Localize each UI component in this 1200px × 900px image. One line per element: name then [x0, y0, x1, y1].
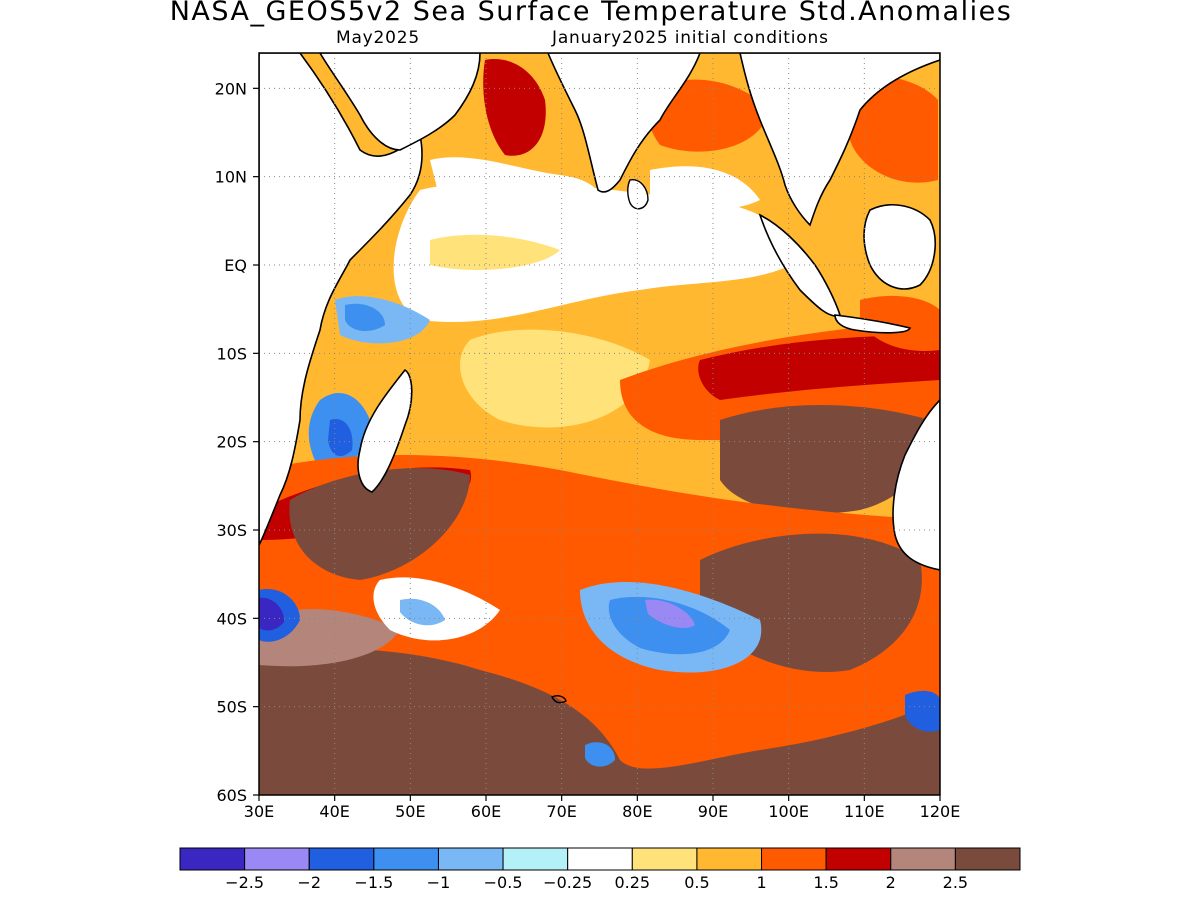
anomaly-region-west-cold-core	[259, 597, 285, 631]
land-southeast-asia	[739, 53, 940, 227]
colorbar-label: −0.5	[484, 873, 523, 892]
colorbar-swatch	[179, 847, 246, 871]
lon-tick-label: 110E	[844, 802, 885, 821]
anomaly-region-arabian-sea	[430, 157, 600, 215]
valid-month-label: May2025	[336, 28, 421, 48]
map-grid	[259, 53, 940, 795]
colorbar-label: 0.5	[684, 873, 709, 892]
initial-conditions-label: January2025 initial conditions	[552, 28, 829, 48]
anomaly-region-south-tropics-yellow	[460, 329, 650, 428]
lon-tick-label: 120E	[920, 802, 961, 821]
anomaly-region-java-warm	[860, 295, 940, 351]
lon-tick-label: 90E	[698, 802, 728, 821]
anomaly-region-south-china-sea-warm	[850, 76, 938, 183]
lon-tick-label: 60E	[471, 802, 501, 821]
colorbar-swatch	[696, 847, 763, 871]
colorbar-swatch	[825, 847, 892, 871]
anomaly-region-south-cold-spot	[585, 742, 615, 767]
lat-tick-label: 20S	[216, 433, 247, 452]
land-sri-lanka	[627, 179, 649, 210]
anomaly-region-southern-ocean-extreme	[259, 649, 940, 795]
lon-tick-label: 40E	[319, 802, 349, 821]
colorbar-swatch	[373, 847, 439, 871]
anomaly-region-north-arabian-warm	[483, 59, 546, 156]
land-java	[834, 314, 912, 334]
land-australia	[892, 398, 940, 571]
map-title: NASA_GEOS5v2 Sea Surface Temperature Std…	[169, 0, 1013, 27]
anomaly-region-southern-cool-peak	[645, 599, 695, 628]
lat-tick-label: 30S	[216, 521, 247, 540]
lat-tick-label: 10S	[216, 344, 247, 363]
lon-tick-label: 70E	[546, 802, 576, 821]
colorbar-swatch	[761, 847, 827, 871]
lat-tick-label: EQ	[224, 256, 247, 275]
anomaly-region-eastern-strong-band	[698, 335, 940, 400]
colorbar-swatch	[890, 847, 956, 871]
colorbar-label: −1.5	[354, 873, 393, 892]
colorbar-label: −0.25	[543, 873, 592, 892]
map-frame	[258, 52, 941, 796]
lon-tick-label: 30E	[244, 802, 274, 821]
land-kerguelen	[551, 695, 567, 704]
anomaly-region-tropics-neutral	[393, 181, 800, 323]
colorbar-label: −1	[427, 873, 451, 892]
lat-tick-label: 10N	[215, 168, 247, 187]
colorbar-label: 2.5	[943, 873, 968, 892]
lat-tick-label: 40S	[216, 609, 247, 628]
colorbar-label: −2.5	[225, 873, 264, 892]
anomaly-region-somali-cool-core	[345, 303, 385, 332]
map-axes: 30E 40E 50E 60E 70E 80E 90E 100E 110E 120E 20N 10N E…	[215, 79, 961, 821]
colorbar-label: 2	[886, 873, 896, 892]
anomaly-region-mozambique-core	[328, 419, 353, 457]
lat-tick-label: 60S	[216, 786, 247, 805]
colorbar-swatch	[244, 847, 310, 871]
colorbar-swatch	[502, 847, 569, 871]
colorbar-swatch	[631, 847, 698, 871]
colorbar-swatch	[567, 847, 633, 871]
colorbar-swatch	[954, 847, 1021, 871]
colorbar-label: 0.25	[614, 873, 650, 892]
anomaly-region-eastern-extreme	[720, 405, 931, 514]
colorbar: −2.5 −2 −1.5 −1 −0.5 −0.25 0.25 0.5 1 1.5 2 2.5	[179, 847, 1021, 892]
colorbar-label: −2	[297, 873, 321, 892]
lon-tick-label: 100E	[768, 802, 809, 821]
lat-tick-label: 50S	[216, 698, 247, 717]
anomaly-region-far-southeast-cold	[905, 690, 940, 732]
anomaly-region-mid-cool	[400, 598, 445, 626]
lon-tick-label: 80E	[622, 802, 652, 821]
colorbar-swatch	[437, 847, 504, 871]
lon-tick-label: 50E	[395, 802, 425, 821]
land-borneo	[863, 204, 936, 290]
anomaly-region-central-yellow	[430, 234, 560, 270]
lat-tick-label: 20N	[215, 79, 247, 98]
anomaly-region-bay-warm	[647, 79, 770, 152]
land-africa	[259, 53, 423, 547]
land-arabia	[319, 53, 481, 151]
land-india	[547, 53, 701, 193]
anomaly-region-bay-of-bengal	[650, 166, 760, 210]
colorbar-label: 1.5	[813, 873, 838, 892]
colorbar-label: 1	[756, 873, 766, 892]
anomaly-region-sw-extreme	[289, 468, 470, 580]
colorbar-swatch	[308, 847, 375, 871]
